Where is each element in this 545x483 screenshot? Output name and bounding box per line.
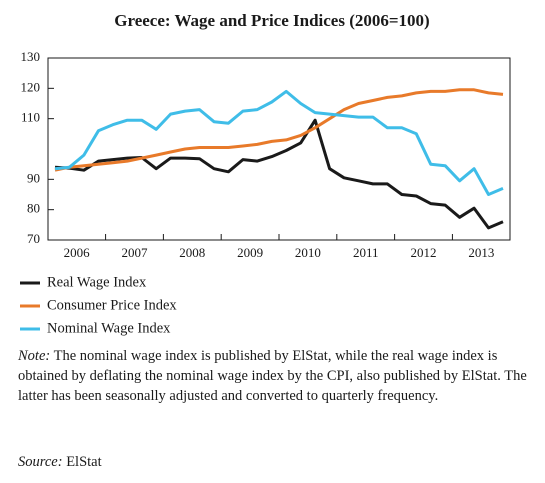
y-tick-label: 90 (27, 170, 40, 185)
legend-label: Consumer Price Index (47, 297, 177, 313)
y-tick-label: 120 (21, 79, 41, 94)
x-tick-label: 2012 (411, 245, 437, 260)
plot-frame (47, 57, 511, 241)
x-tick-label: 2009 (237, 245, 263, 260)
y-tick-label: 80 (27, 201, 40, 216)
legend-label: Nominal Wage Index (47, 320, 171, 336)
x-tick-label: 2013 (468, 245, 494, 260)
y-tick-label: 110 (21, 110, 40, 125)
y-tick-label: 70 (27, 231, 40, 246)
x-tick-label: 2006 (64, 245, 91, 260)
source: Source: ElStat (18, 454, 102, 471)
x-tick-label: 2007 (121, 245, 148, 260)
chart-title: Greece: Wage and Price Indices (2006=100… (114, 11, 429, 30)
y-tick-label: 130 (21, 49, 41, 64)
x-tick-label: 2008 (179, 245, 205, 260)
series-line (54, 89, 504, 196)
note-text: The nominal wage index is published by E… (18, 348, 527, 404)
legend-label: Real Wage Index (47, 274, 147, 290)
note: Note: The nominal wage index is publishe… (18, 346, 528, 406)
note-label: Note: (18, 348, 51, 364)
series-line (54, 88, 504, 172)
series-line (54, 118, 504, 230)
source-label: Source: (18, 454, 63, 470)
source-text: ElStat (66, 454, 102, 470)
x-tick-label: 2011 (353, 245, 379, 260)
x-tick-label: 2010 (295, 245, 321, 260)
